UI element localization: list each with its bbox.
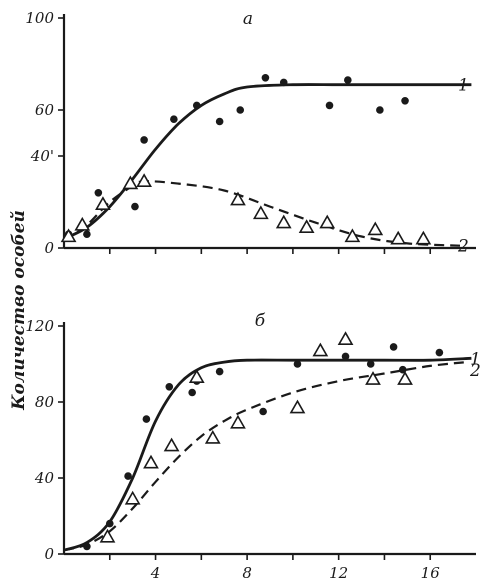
data-point-1	[293, 360, 302, 368]
data-point-2	[415, 230, 432, 245]
x-tick-label: 8	[242, 564, 252, 582]
data-point-1	[131, 202, 139, 211]
x-tick-label: 4	[150, 564, 161, 582]
fit-curve-1	[63, 356, 472, 552]
data-point-2	[95, 196, 111, 210]
panel-label: б	[255, 311, 266, 331]
curve-label-1: 1	[470, 349, 481, 369]
data-point-2	[319, 214, 336, 229]
data-point-1	[401, 97, 409, 105]
data-point-1	[83, 230, 91, 238]
data-point-1	[279, 78, 288, 87]
y-tick-label: 0	[44, 239, 54, 257]
data-point-1	[142, 415, 151, 423]
data-point-1	[376, 106, 384, 114]
data-point-2	[275, 214, 292, 229]
panel-a: 0 40' 60 100 а 1 2	[25, 9, 476, 257]
data-point-1	[188, 388, 196, 397]
data-point-2	[337, 331, 354, 345]
data-point-2	[390, 230, 407, 245]
data-point-2	[60, 228, 77, 243]
panel-label: а	[243, 9, 253, 29]
data-point-1	[389, 343, 398, 351]
data-point-1	[170, 115, 178, 123]
y-tick-label: 0	[44, 545, 54, 563]
data-point-1	[105, 519, 114, 528]
data-point-1	[165, 383, 174, 391]
fit-curve-1	[63, 83, 472, 241]
data-point-2	[344, 228, 361, 243]
data-point-2	[252, 205, 269, 220]
data-point-2	[163, 437, 180, 452]
data-point-2	[188, 369, 205, 383]
data-point-1	[124, 472, 132, 480]
data-point-2	[143, 454, 159, 469]
data-point-1	[94, 189, 103, 197]
fit-curve-2	[63, 180, 461, 247]
curve-label-1: 1	[458, 76, 469, 96]
y-tick-label: 100	[25, 9, 54, 27]
data-point-2	[230, 414, 246, 429]
data-point-2	[74, 216, 91, 231]
data-point-2	[289, 399, 306, 414]
curve-label-2: 2	[469, 361, 481, 381]
data-point-2	[312, 342, 329, 357]
data-point-2	[230, 191, 246, 206]
data-point-2	[365, 371, 381, 385]
data-point-1	[140, 136, 148, 144]
data-point-1	[215, 367, 224, 376]
data-point-1	[435, 348, 444, 357]
x-tick-label: 16	[421, 564, 441, 582]
data-point-2	[124, 490, 141, 505]
y-tick-label: 80	[35, 393, 55, 411]
data-point-1	[192, 101, 201, 110]
y-tick-label: 40	[34, 469, 55, 487]
data-point-2	[397, 371, 413, 385]
data-point-1	[344, 76, 352, 84]
data-point-2	[99, 528, 116, 543]
x-tick-label: 12	[329, 564, 348, 582]
data-point-1	[398, 365, 407, 374]
y-tick-label: 120	[25, 317, 54, 335]
data-point-2	[204, 429, 221, 444]
data-point-1	[325, 101, 334, 110]
data-point-1	[366, 360, 375, 368]
data-point-2	[136, 173, 152, 187]
y-tick-label: 60	[35, 101, 55, 119]
curve-label-2: 2	[457, 237, 469, 257]
y-tick-label: 40'	[30, 147, 54, 165]
data-point-2	[122, 175, 139, 190]
data-point-2	[298, 219, 315, 233]
data-point-2	[367, 221, 384, 236]
data-point-1	[341, 352, 350, 361]
panel-b: 0 40 80 120 4 8 12 16 б 12	[25, 311, 480, 582]
y-axis-label: Количество особей	[9, 210, 29, 411]
data-point-1	[261, 74, 270, 82]
data-point-1	[215, 117, 224, 126]
fit-curve-2	[63, 361, 467, 552]
data-point-1	[236, 106, 245, 114]
data-point-1	[259, 407, 267, 416]
